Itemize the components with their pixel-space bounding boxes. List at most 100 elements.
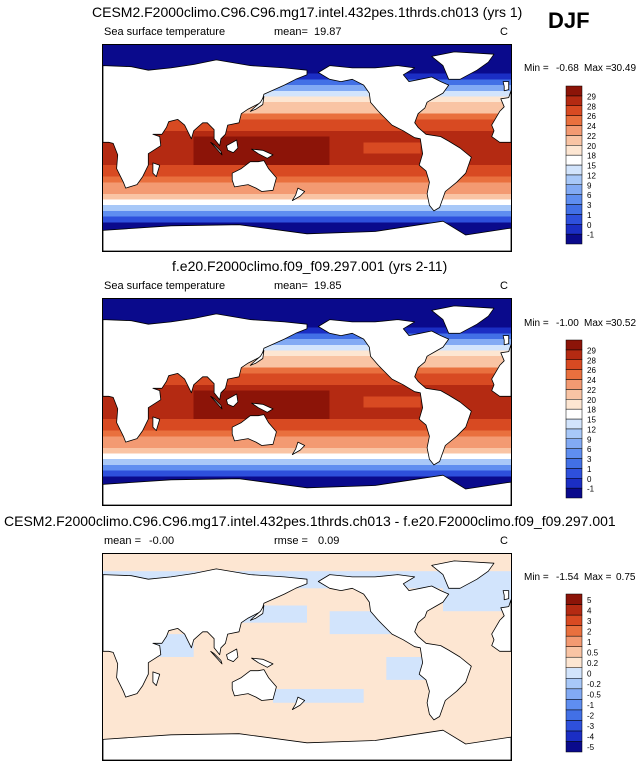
sst-cell <box>329 205 342 212</box>
sst-cell <box>193 310 206 317</box>
sst-cell <box>375 396 387 403</box>
sst-cell <box>216 216 229 223</box>
sst-cell <box>137 50 149 58</box>
sst-cell <box>420 310 433 317</box>
sst-cell <box>307 79 319 86</box>
sst-cell <box>159 442 172 449</box>
sst-cell <box>307 102 319 109</box>
sst-cell <box>318 159 331 166</box>
sst-cell <box>295 228 308 235</box>
sst-cell <box>273 125 285 132</box>
continent-outline <box>152 162 161 178</box>
sst-cell <box>295 148 308 155</box>
sst-cell <box>216 407 229 415</box>
sst-cell <box>477 79 489 86</box>
sst-cell <box>307 361 319 369</box>
continent-outline <box>317 319 472 466</box>
sst-cell <box>409 165 421 172</box>
sst-cell <box>193 413 206 420</box>
sst-cell <box>420 45 433 52</box>
sst-cell <box>295 430 308 437</box>
sst-cell <box>397 310 410 317</box>
sst-cell <box>205 384 217 392</box>
sst-cell <box>386 210 399 218</box>
continent-outline <box>103 568 308 698</box>
sst-cell <box>341 339 353 346</box>
sst-cell <box>216 176 229 183</box>
sst-cell <box>137 304 149 312</box>
sst-cell <box>431 102 444 109</box>
sst-cell <box>159 216 172 223</box>
sst-cell <box>499 148 511 155</box>
sst-cell <box>159 310 172 317</box>
sst-cell <box>488 90 501 98</box>
sst-cell <box>465 90 478 98</box>
sst-cell <box>239 199 251 206</box>
sst-cell <box>488 188 501 195</box>
sst-cell <box>205 170 217 178</box>
sst-cell <box>273 216 285 223</box>
sst-cell <box>103 159 115 166</box>
sst-cell <box>454 79 467 86</box>
sst-cell <box>454 125 467 132</box>
sst-cell <box>397 188 410 195</box>
sst-cell <box>477 170 489 178</box>
continent-outline <box>249 350 265 366</box>
colorbar-tick-label: 20 <box>587 142 596 151</box>
sst-cell <box>499 442 511 449</box>
sst-cell <box>386 136 399 143</box>
sst-cell <box>273 142 285 149</box>
sst-cell <box>431 45 444 52</box>
sst-cell <box>375 373 387 380</box>
sst-cell <box>443 464 455 472</box>
sst-cell <box>193 464 206 472</box>
sst-cell <box>205 142 217 149</box>
sst-cell <box>159 407 172 415</box>
sst-cell <box>250 373 263 380</box>
sst-cell <box>397 62 410 69</box>
sst-cell <box>454 442 467 449</box>
sst-cell <box>477 113 489 120</box>
sst-cell <box>261 222 274 229</box>
sst-cell <box>329 344 342 352</box>
sst-cell <box>409 170 421 178</box>
sst-cell <box>295 384 308 392</box>
sst-cell <box>250 379 263 386</box>
sst-cell <box>443 390 455 397</box>
sst-cell <box>386 130 399 138</box>
sst-cell <box>205 396 217 403</box>
sst-cell <box>318 176 331 183</box>
sst-cell <box>103 62 115 69</box>
sst-cell <box>284 407 297 415</box>
sst-cell <box>273 182 285 189</box>
sst-cell <box>318 447 331 455</box>
colorbar-tick-label: 18 <box>587 152 596 161</box>
sst-cell <box>363 470 376 477</box>
sst-cell <box>273 304 285 312</box>
colorbar-tick-label: -5 <box>587 743 595 752</box>
sst-cell <box>465 299 478 306</box>
sst-cell <box>284 419 297 426</box>
sst-cell <box>431 73 444 80</box>
sst-cell <box>386 453 399 460</box>
sst-cell <box>159 153 172 161</box>
sst-cell <box>397 304 410 312</box>
sst-cell <box>182 299 195 306</box>
sst-cell <box>295 165 308 172</box>
sst-cell <box>499 327 511 334</box>
sst-cell <box>375 119 387 126</box>
sst-cell <box>295 470 308 477</box>
sst-cell <box>329 419 342 426</box>
sst-cell <box>363 413 376 420</box>
sst-cell <box>250 316 263 323</box>
sst-cell <box>125 222 138 229</box>
panel1-min-label: Min = <box>524 63 549 74</box>
sst-cell <box>329 442 342 449</box>
sst-cell <box>341 459 353 466</box>
sst-cell <box>477 333 489 340</box>
sst-cell <box>477 424 489 432</box>
sst-cell <box>250 45 263 52</box>
sst-cell <box>465 361 478 369</box>
sst-cell <box>148 62 161 69</box>
sst-cell <box>499 413 511 420</box>
